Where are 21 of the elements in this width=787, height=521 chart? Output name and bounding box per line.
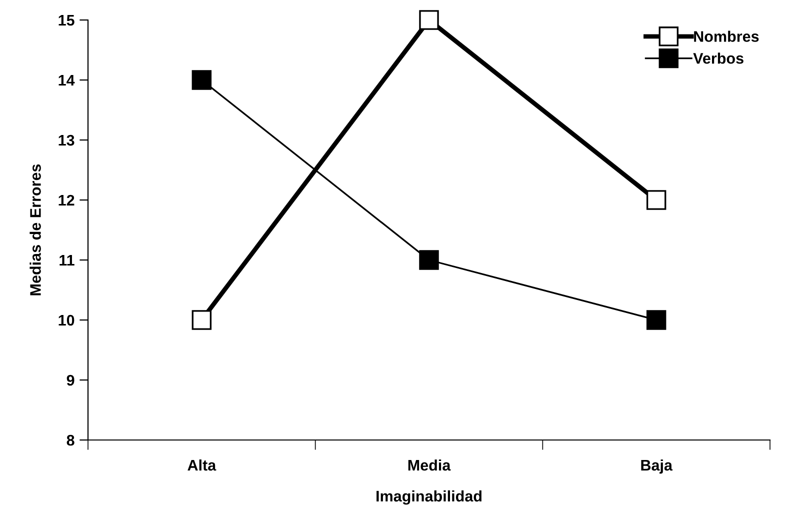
point <box>419 250 439 270</box>
y-tick-label: 11 <box>60 255 74 266</box>
y-tick-label: 13 <box>58 134 74 146</box>
y-axis-title: Medias de Errores <box>30 164 41 296</box>
y-tick-label: 8 <box>66 434 74 446</box>
x-tick-label: Media <box>408 459 451 471</box>
point <box>646 310 666 330</box>
point <box>192 70 212 90</box>
x-axis-title: Imaginabilidad <box>376 490 482 505</box>
point <box>646 190 666 210</box>
y-tick-label: 14 <box>58 75 75 86</box>
legend-label: Verbos <box>693 52 744 64</box>
y-tick-label: 12 <box>58 194 74 206</box>
legend-label: Nombres <box>694 30 759 42</box>
point <box>419 10 439 30</box>
y-tick-label: 9 <box>66 374 74 386</box>
x-tick-label: Alta <box>188 459 216 471</box>
y-tick-label: 10 <box>58 314 74 326</box>
point <box>192 310 212 330</box>
y-tick-label: 15 <box>58 15 74 26</box>
x-tick-label: Baja <box>641 459 673 474</box>
